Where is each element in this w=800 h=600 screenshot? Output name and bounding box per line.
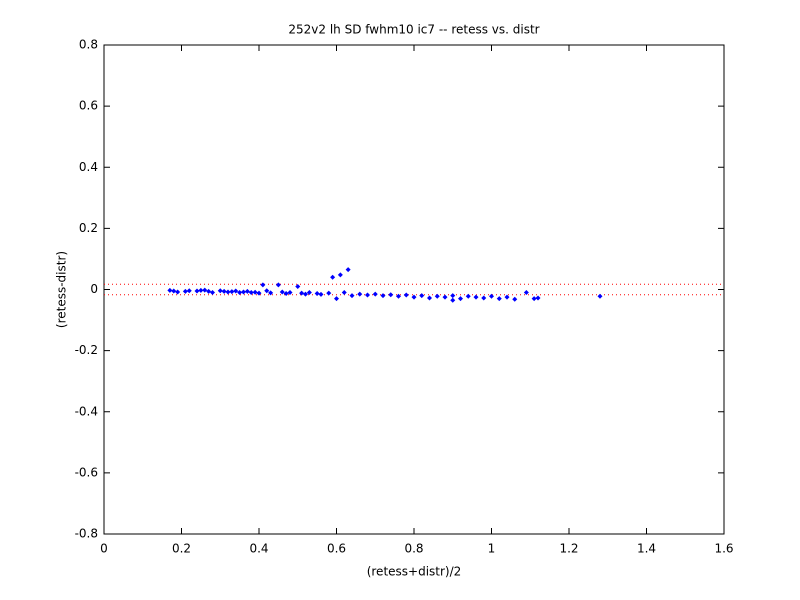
data-point [198,287,204,293]
data-point [167,287,173,293]
data-point [450,297,456,303]
x-tick-label: 1 [488,542,496,556]
data-point [186,288,192,294]
data-point [303,291,308,297]
y-tick-label: -0.2 [75,343,98,357]
data-point [182,288,188,294]
data-point [411,294,417,300]
data-point [252,289,258,295]
data-point [175,289,181,295]
data-point [512,296,518,302]
data-point [202,287,208,293]
chart-title: 252v2 lh SD fwhm10 ic7 -- retess vs. dis… [288,23,539,37]
data-point [434,293,440,299]
data-point [365,292,370,298]
x-tick-label: 1.6 [714,542,733,556]
data-point [318,291,324,297]
data-point [237,290,243,296]
data-point [283,290,289,296]
x-axis-label: (retess+distr)/2 [367,565,462,579]
data-point [206,288,212,294]
x-tick-label: 0.6 [327,542,346,556]
data-point [442,294,448,300]
x-tick-label: 1.2 [559,542,578,556]
data-point [260,282,266,288]
data-point [349,293,355,299]
data-point [314,290,320,296]
data-point [210,290,215,296]
data-point [233,288,239,294]
data-point [372,291,378,297]
x-tick-label: 0.2 [172,542,191,556]
data-point [597,293,603,299]
data-point [380,293,386,299]
data-point [248,290,254,296]
y-tick-label: -0.8 [75,527,98,541]
data-point [229,289,235,295]
data-point [496,296,502,302]
data-point [194,288,200,294]
data-point [473,294,479,300]
data-point [388,292,394,298]
data-point [357,291,363,297]
data-point [535,295,541,301]
data-point [403,292,409,298]
plot-area [103,44,725,535]
data-point [225,289,231,295]
data-point [330,274,336,280]
data-point [337,272,343,278]
data-point [458,296,463,302]
data-point [275,282,281,288]
data-point [341,290,347,296]
y-tick-label: 0.6 [79,99,98,113]
data-point [264,288,270,294]
data-point [489,293,494,299]
data-point [171,288,177,294]
data-point [306,290,312,296]
x-tick-label: 1.4 [637,542,656,556]
data-point [504,294,510,300]
data-point [334,296,339,302]
data-point [299,290,305,296]
data-point [450,293,456,299]
data-point [221,288,227,294]
x-tick-label: 0.4 [249,542,268,556]
data-point [287,290,293,296]
data-point [396,293,401,299]
y-tick-label: 0.8 [79,38,98,52]
data-point [419,293,425,299]
data-point [295,283,301,289]
y-tick-label: 0.2 [79,221,98,235]
y-tick-label: -0.6 [75,465,98,479]
data-point [531,296,537,302]
data-point [523,290,529,296]
data-point [256,290,262,296]
y-tick-label: -0.4 [75,404,98,418]
data-point [326,290,332,296]
data-point [217,288,223,294]
data-point [427,295,432,301]
y-tick-label: 0 [90,282,98,296]
x-tick-label: 0 [100,542,108,556]
data-point [268,290,274,296]
data-point [244,288,250,294]
data-point [481,295,487,301]
y-tick-label: 0.4 [79,160,98,174]
data-point [465,293,471,299]
data-point [345,267,351,273]
data-point [241,289,246,295]
x-tick-label: 0.8 [404,542,423,556]
data-point [279,289,285,295]
y-axis-label: (retess-distr) [55,251,69,328]
